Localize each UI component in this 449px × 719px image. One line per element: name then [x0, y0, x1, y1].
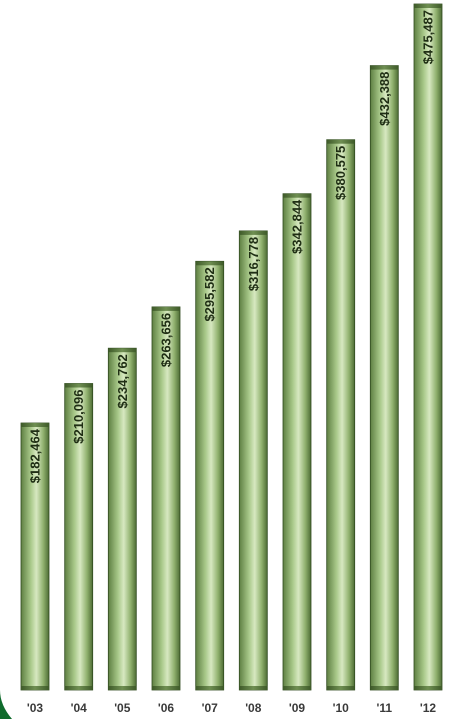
bar-value-label: $316,778 — [246, 237, 261, 291]
bar-cap — [370, 65, 399, 70]
bar-value-label: $295,582 — [202, 267, 217, 321]
bar-value-label: $182,464 — [28, 428, 43, 483]
bar-value-label: $475,487 — [421, 10, 436, 64]
x-tick-label: '05 — [114, 701, 131, 715]
bar-base — [108, 686, 137, 690]
bar-base — [152, 686, 180, 690]
bar — [195, 260, 225, 691]
x-tick-label: '10 — [333, 701, 350, 715]
bar-cap — [326, 139, 355, 144]
bar-cap — [239, 230, 268, 235]
x-axis-ticks-layer: '03 '04 '05 '06 '07 '08 '09 '10 '11 '12 — [27, 701, 437, 715]
x-tick-label: '11 — [377, 701, 393, 715]
bar-cap — [108, 348, 137, 353]
bar-value-label: $342,844 — [290, 199, 305, 254]
bar — [369, 65, 399, 691]
x-tick-label: '08 — [245, 701, 262, 715]
x-tick-label: '12 — [420, 701, 437, 715]
bar — [282, 193, 312, 691]
bar-value-label: $234,762 — [115, 354, 130, 408]
bars-layer — [20, 3, 443, 691]
bar-cap — [64, 383, 93, 388]
bar-cap — [283, 193, 311, 198]
x-tick-label: '03 — [27, 701, 44, 715]
bar-base — [239, 686, 268, 690]
bar-cap — [414, 4, 442, 8]
bar-base — [414, 686, 442, 690]
bar — [151, 306, 181, 691]
value-labels-layer: $182,464 $210,096 $234,762 $263,656 $295,582… — [28, 10, 436, 483]
corner-accent-shape — [0, 690, 12, 719]
bar-value-label: $210,096 — [71, 390, 86, 444]
bar-base — [370, 686, 399, 690]
x-tick-label: '07 — [202, 701, 219, 715]
bar — [20, 422, 50, 691]
bar-base — [326, 686, 355, 690]
bar-value-label: $263,656 — [159, 313, 174, 367]
bar-cap — [195, 261, 224, 266]
bar-cap — [21, 423, 49, 427]
bar-base — [64, 686, 93, 690]
x-tick-label: '04 — [71, 701, 88, 715]
bar — [64, 383, 94, 691]
x-tick-label: '09 — [289, 701, 306, 715]
bar-value-label: $432,388 — [377, 72, 392, 126]
x-tick-label: '06 — [158, 701, 175, 715]
bar-cap — [152, 306, 180, 311]
bar-value-label: $380,575 — [333, 146, 348, 200]
bar — [326, 139, 356, 691]
bar-base — [195, 686, 224, 690]
bar-base — [283, 686, 311, 690]
bar-base — [21, 686, 49, 690]
bar — [413, 3, 443, 691]
bar — [238, 230, 268, 691]
